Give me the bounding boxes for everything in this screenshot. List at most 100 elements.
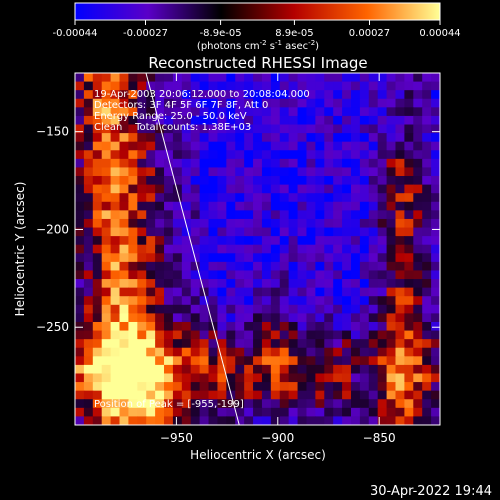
colorbar-tick-label: 0.00044 <box>419 28 460 39</box>
heatmap-cell <box>395 253 405 263</box>
heatmap-cell <box>83 201 94 211</box>
heatmap-cell <box>386 304 397 314</box>
heatmap-cell <box>164 407 174 418</box>
heatmap-cell <box>208 313 219 323</box>
heatmap-cell <box>128 279 138 289</box>
heatmap-cell <box>359 193 370 203</box>
heatmap-cell <box>413 261 423 272</box>
heatmap-cell <box>208 176 219 186</box>
heatmap-cell <box>92 321 103 332</box>
heatmap-cell <box>181 304 192 314</box>
heatmap-cell <box>190 321 201 332</box>
heatmap-cell <box>128 107 138 117</box>
heatmap-cell <box>137 90 147 100</box>
heatmap-cell <box>92 201 103 211</box>
heatmap-cell <box>235 167 245 177</box>
heatmap-cell <box>261 227 272 237</box>
heatmap-cell <box>333 124 343 134</box>
annotation-time-range: 19-Apr-2003 20:06:12.000 to 20:08:04.000 <box>94 89 310 100</box>
heatmap-cell <box>181 81 192 91</box>
plot-frame <box>74 72 441 426</box>
heatmap-cell <box>261 141 272 151</box>
heatmap-cell <box>83 193 94 203</box>
heatmap-cell <box>404 304 414 314</box>
heatmap-cell <box>431 124 440 134</box>
heatmap-cell <box>155 227 165 237</box>
heatmap-cell <box>368 287 379 297</box>
heatmap-cell <box>261 124 272 134</box>
heatmap-cell <box>75 364 85 375</box>
heatmap-cell <box>137 227 147 237</box>
heatmap-cell <box>270 270 281 280</box>
colorbar-ticks: -0.00044 -0.00027 -8.9e-05 8.9e-05 0.00027 0.… <box>53 20 461 39</box>
heatmap-cell <box>181 296 192 306</box>
heatmap-cell <box>297 236 308 246</box>
heatmap-cell <box>386 407 397 418</box>
heatmap-cell <box>297 382 308 392</box>
heatmap-cell <box>208 73 219 83</box>
heatmap-cell <box>119 193 130 203</box>
heatmap-cell <box>431 390 440 400</box>
heatmap-cell <box>92 339 103 349</box>
heatmap-cell <box>377 201 388 211</box>
heatmap-cell <box>235 81 245 91</box>
heatmap-cell <box>208 287 219 297</box>
heatmap-cell <box>155 373 165 383</box>
heatmap-cell <box>199 90 210 100</box>
heatmap-cell <box>386 167 397 177</box>
heatmap-cell <box>315 304 325 314</box>
heatmap-cell <box>199 407 210 418</box>
heatmap-cell <box>333 201 343 211</box>
heatmap-cell <box>306 279 316 289</box>
heatmap-cell <box>226 236 236 246</box>
heatmap-cell <box>244 364 254 375</box>
heatmap-cell <box>306 218 316 229</box>
heatmap-cell <box>333 158 343 169</box>
heatmap-cell <box>377 270 388 280</box>
heatmap-cell <box>244 407 254 418</box>
y-tick-label: −150 <box>36 125 69 139</box>
heatmap-cell <box>270 158 281 169</box>
heatmap-cell <box>128 210 138 220</box>
heatmap-cell <box>306 124 316 134</box>
heatmap-cell <box>155 107 165 117</box>
heatmap-cell <box>297 158 308 169</box>
footer-date: 30-Apr-2022 19:44 <box>370 484 492 499</box>
heatmap-cell <box>199 261 210 272</box>
heatmap-cell <box>359 115 370 126</box>
heatmap-cell <box>422 244 432 254</box>
heatmap-cell <box>253 115 263 126</box>
heatmap-cell <box>235 261 245 272</box>
heatmap-cell <box>155 304 165 314</box>
heatmap-cell <box>324 167 334 177</box>
heatmap-cell <box>297 115 308 126</box>
heatmap-cell <box>386 201 397 211</box>
heatmap-cell <box>306 313 316 323</box>
heatmap-cell <box>155 261 165 272</box>
heatmap-cell <box>164 227 174 237</box>
heatmap-cell <box>83 390 94 400</box>
heatmap-cell <box>270 81 281 91</box>
heatmap-cell <box>368 115 379 126</box>
heatmap-cell <box>164 201 174 211</box>
heatmap-cell <box>431 201 440 211</box>
heatmap-cell <box>368 279 379 289</box>
heatmap-cell <box>306 304 316 314</box>
heatmap-cell <box>297 218 308 229</box>
heatmap-cell <box>217 81 227 91</box>
heatmap-cell <box>244 124 254 134</box>
heatmap-cell <box>75 287 85 297</box>
heatmap-cell <box>333 261 343 272</box>
heatmap-cell <box>217 261 227 272</box>
heatmap-cell <box>128 150 138 160</box>
heatmap-cell <box>253 176 263 186</box>
heatmap-cell <box>404 399 414 409</box>
heatmap-cell <box>404 227 414 237</box>
heatmap-cell <box>128 227 138 237</box>
heatmap-cell <box>92 364 103 375</box>
heatmap-cell <box>315 73 325 83</box>
heatmap-cell <box>208 184 219 194</box>
heatmap-cell <box>261 407 272 418</box>
heatmap-cell <box>208 339 219 349</box>
